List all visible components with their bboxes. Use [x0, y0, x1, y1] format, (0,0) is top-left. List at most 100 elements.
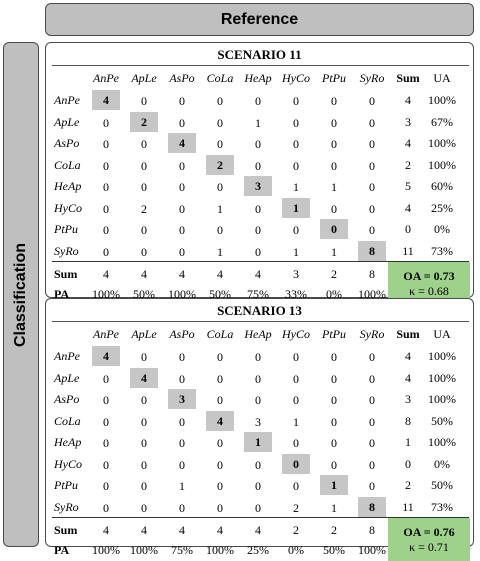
user-accuracy: 50%	[431, 413, 453, 428]
row-sum: 11	[402, 499, 414, 514]
kappa-value: κ = 0.68	[409, 283, 449, 298]
row-label: SyRo	[54, 499, 79, 514]
matrix-cell: 0	[217, 223, 223, 237]
user-accuracy: 0%	[434, 456, 450, 471]
overall-accuracy: OA = 0.76	[403, 524, 455, 539]
divider	[52, 321, 469, 322]
matrix-cell: 0	[293, 137, 299, 151]
matrix-cell: 0	[217, 436, 223, 450]
row-sum: 4	[405, 136, 411, 150]
matrix-cell: 0	[255, 457, 261, 472]
row-sum: 0	[405, 456, 411, 471]
column-header: PtPu	[322, 327, 346, 341]
column-sum: 4	[103, 523, 109, 537]
matrix-cell: 0	[293, 223, 299, 237]
matrix-cell: 0	[179, 371, 185, 386]
matrix-cell: 0	[293, 94, 299, 108]
matrix-cell: 0	[255, 350, 261, 364]
user-accuracy: 100%	[428, 136, 456, 150]
matrix-cell: 0	[217, 350, 223, 364]
matrix-cell: 0	[255, 393, 261, 407]
matrix-cell: 0	[179, 158, 185, 173]
producer-accuracy: 50%	[323, 543, 345, 557]
column-sum: 8	[369, 523, 375, 537]
producer-accuracy: 100%	[206, 543, 234, 557]
matrix-cell: 0	[255, 137, 261, 151]
divider	[52, 261, 469, 262]
row-sum: 3	[405, 392, 411, 406]
matrix-cell: 0	[255, 201, 261, 216]
row-label: AsPo	[54, 136, 80, 150]
row-label: AnPe	[54, 349, 80, 363]
matrix-cell: 0	[179, 223, 185, 237]
row-label: HyCo	[54, 200, 82, 215]
row-label: AnPe	[54, 93, 80, 107]
column-sum: 4	[217, 523, 223, 537]
matrix-cell: 0	[217, 500, 223, 515]
row-label: HeAp	[54, 435, 82, 449]
row-sum: 4	[405, 93, 411, 107]
matrix-cell: 0	[255, 500, 261, 515]
matrix-cell: 0	[331, 457, 337, 472]
row-label: ApLe	[54, 114, 80, 129]
matrix-cell: 0	[293, 371, 299, 386]
matrix-cell: 0	[103, 436, 109, 450]
column-header: AsPo	[169, 71, 195, 85]
matrix-cell: 0	[331, 350, 337, 364]
producer-accuracy: 100%	[130, 543, 158, 557]
kappa-value: κ = 0.71	[409, 539, 449, 554]
producer-accuracy: 75%	[247, 287, 269, 301]
column-sum: 4	[103, 267, 109, 281]
matrix-cell: 3	[255, 414, 261, 429]
diagonal-cell: 4	[206, 410, 234, 431]
matrix-cell: 0	[369, 137, 375, 151]
diagonal-cell: 8	[358, 240, 386, 261]
row-sum: 5	[405, 179, 411, 193]
matrix-cell: 0	[217, 137, 223, 151]
overall-accuracy: OA = 0.73	[403, 268, 455, 283]
user-accuracy: 50%	[431, 478, 453, 492]
matrix-cell: 0	[255, 158, 261, 173]
matrix-cell: 0	[141, 393, 147, 407]
matrix-cell: 0	[331, 94, 337, 108]
matrix-cell: 1	[293, 180, 299, 194]
column-header: PtPu	[322, 71, 346, 85]
column-sum: 2	[331, 267, 337, 281]
matrix-cell: 0	[179, 350, 185, 364]
matrix-cell: 0	[217, 371, 223, 386]
matrix-cell: 0	[103, 414, 109, 429]
diagonal-cell: 4	[92, 90, 120, 110]
matrix-cell: 0	[141, 500, 147, 515]
matrix-cell: 0	[293, 115, 299, 130]
producer-accuracy: 100%	[92, 287, 120, 301]
user-accuracy: 60%	[431, 179, 453, 193]
producer-accuracy: 50%	[133, 287, 155, 301]
producer-accuracy: 100%	[358, 287, 386, 301]
matrix-cell: 0	[217, 94, 223, 108]
user-accuracy: 100%	[428, 392, 456, 406]
matrix-cell: 0	[103, 393, 109, 407]
column-header: SyRo	[359, 71, 385, 85]
matrix-cell: 1	[293, 244, 299, 259]
matrix-cell: 0	[255, 223, 261, 237]
row-sum: 0	[405, 222, 411, 236]
matrix-cell: 0	[103, 115, 109, 130]
row-sum: 8	[405, 413, 411, 428]
matrix-cell: 0	[141, 457, 147, 472]
matrix-cell: 0	[103, 180, 109, 194]
matrix-cell: 0	[179, 414, 185, 429]
row-sum: 11	[402, 243, 414, 258]
matrix-cell: 2	[293, 500, 299, 515]
matrix-cell: 0	[179, 436, 185, 450]
diagonal-cell: 8	[358, 496, 386, 517]
column-sum: 3	[293, 267, 299, 281]
row-label: HyCo	[54, 456, 82, 471]
column-sum: 4	[179, 267, 185, 281]
column-header: SyRo	[359, 327, 385, 341]
matrix-cell: 0	[141, 244, 147, 259]
matrix-cell: 2	[141, 201, 147, 216]
column-header: HeAp	[244, 71, 272, 85]
matrix-cell: 0	[103, 137, 109, 151]
matrix-cell: 0	[331, 393, 337, 407]
producer-accuracy: 50%	[209, 287, 231, 301]
